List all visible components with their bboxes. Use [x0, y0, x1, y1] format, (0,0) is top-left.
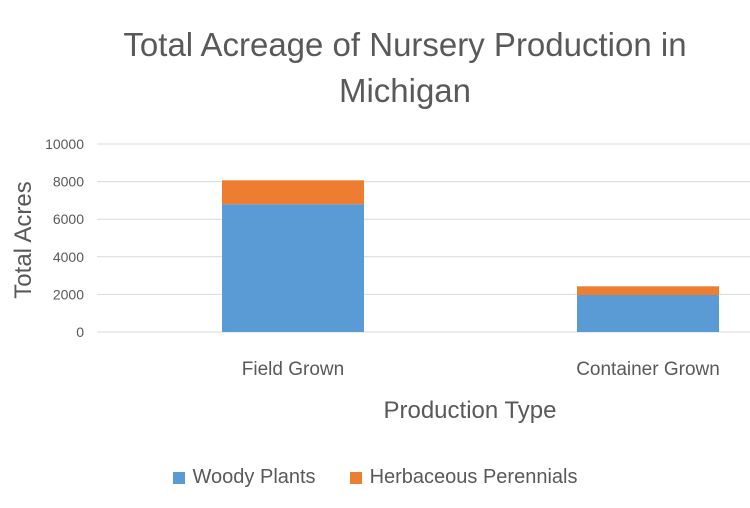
- y-tick-label: 2000: [53, 286, 84, 302]
- legend-swatch: [172, 471, 185, 484]
- legend-label: Herbaceous Perennials: [369, 466, 578, 488]
- legend-item: Woody Plants: [172, 466, 316, 489]
- legend-swatch: [349, 471, 362, 484]
- chart-title: Total Acreage of Nursery Production in M…: [123, 26, 687, 109]
- y-tick-label: 0: [76, 324, 84, 340]
- y-tick-label: 6000: [53, 211, 84, 227]
- x-tick-label: Field Grown: [242, 359, 344, 380]
- y-tick-label: 10000: [45, 136, 84, 152]
- y-tick-label: 4000: [53, 249, 84, 265]
- x-tick-label: Container Grown: [576, 359, 720, 380]
- legend: Woody Plants Herbaceous Perennials: [0, 466, 750, 489]
- bar-segment: [577, 294, 719, 332]
- y-tick-label: 8000: [53, 174, 84, 190]
- bar-segment: [222, 180, 364, 205]
- legend-label: Woody Plants: [192, 466, 316, 488]
- legend-item: Herbaceous Perennials: [349, 466, 578, 489]
- x-axis-title: Production Type: [383, 397, 556, 424]
- bar-segment: [577, 286, 719, 295]
- bar-segment: [222, 204, 364, 332]
- y-axis-title: Total Acres: [10, 181, 37, 298]
